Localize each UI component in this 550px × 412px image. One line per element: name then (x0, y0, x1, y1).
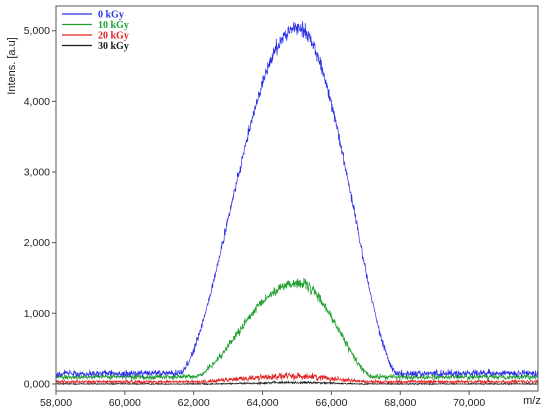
y-tick-label: 3,000 (24, 167, 50, 179)
ticks-layer: 58,000 60,000 62,000 64,000 66,000 68,000 70,0… (24, 25, 486, 409)
x-tick-label: 68,000 (384, 397, 416, 409)
plot-frame (55, 5, 539, 392)
y-tick-label: 5,000 (24, 25, 50, 37)
y-tick-label: 1,000 (24, 308, 50, 320)
series-line-20-kgy (55, 372, 539, 386)
x-tick-label: 66,000 (315, 397, 347, 409)
x-axis-title: m/z (523, 395, 541, 407)
y-tick-label: 0,000 (24, 378, 50, 390)
series-layer (55, 21, 539, 386)
x-tick-label: 60,000 (109, 397, 141, 409)
x-tick-label: 62,000 (178, 397, 210, 409)
y-tick-label: 4,000 (24, 96, 50, 108)
legend-label: 10 kGy (98, 20, 129, 31)
x-tick-label: 64,000 (247, 397, 279, 409)
series-line-0-kgy (55, 21, 539, 378)
y-tick-label: 2,000 (24, 237, 50, 249)
legend-label: 30 kGy (98, 41, 129, 52)
y-axis-title: Intens. [a.u] (6, 37, 18, 94)
legend-label: 0 kGy (98, 10, 124, 21)
legend-label: 20 kGy (98, 31, 129, 42)
x-tick-label: 58,000 (40, 397, 72, 409)
x-tick-label: 70,000 (453, 397, 485, 409)
series-line-10-kgy (55, 277, 539, 381)
series-line-30-kgy (55, 380, 539, 386)
